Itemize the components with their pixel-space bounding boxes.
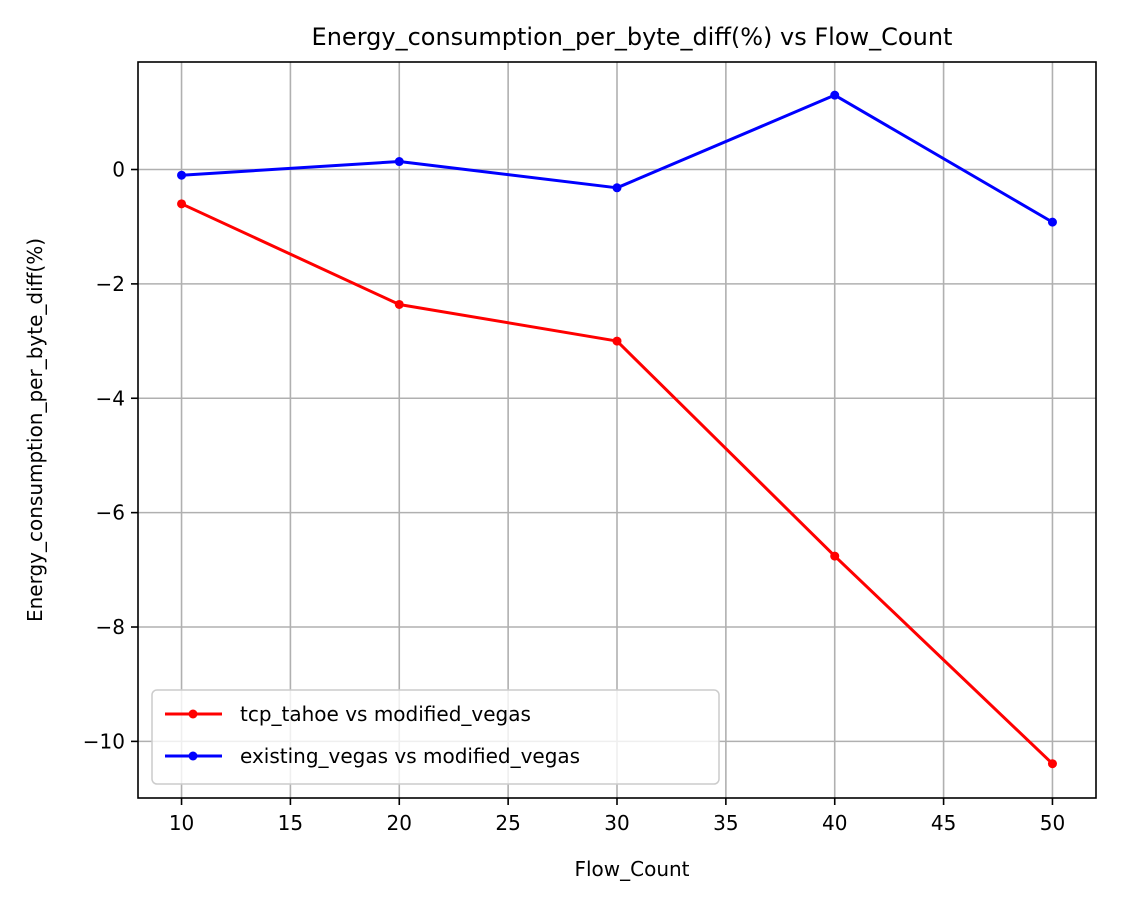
y-tick-label: 0: [112, 158, 125, 182]
y-tick-label: −4: [96, 386, 125, 410]
x-tick-label: 45: [931, 811, 956, 835]
x-tick-label: 30: [604, 811, 629, 835]
y-tick-label: −8: [96, 615, 125, 639]
data-point-0-2: [612, 336, 622, 346]
y-tick-label: −2: [96, 272, 125, 296]
legend: tcp_tahoe vs modified_vegas existing_veg…: [151, 689, 720, 785]
data-point-1-3: [830, 90, 840, 100]
x-tick-label: 40: [822, 811, 847, 835]
x-tick-label: 15: [278, 811, 303, 835]
x-tick-label: 35: [713, 811, 738, 835]
legend-label-tcp-tahoe: tcp_tahoe vs modified_vegas: [240, 702, 531, 726]
data-point-1-2: [612, 183, 622, 193]
axis-ticks: 10 15 20 25 30 35 40 45 50 0 −2 −4 −6 −8 −10: [83, 158, 1065, 835]
data-point-0-3: [830, 551, 840, 561]
x-tick-label: 10: [169, 811, 194, 835]
data-point-0-4: [1047, 759, 1057, 769]
x-tick-label: 20: [387, 811, 412, 835]
data-point-1-4: [1047, 217, 1057, 227]
legend-marker-existing-vegas: [188, 751, 198, 761]
data-point-1-1: [394, 157, 404, 167]
series-layer: [177, 90, 1057, 769]
chart-title: Energy_consumption_per_byte_diff(%) vs F…: [312, 23, 953, 51]
x-tick-label: 25: [495, 811, 520, 835]
legend-label-existing-vegas: existing_vegas vs modified_vegas: [240, 744, 580, 768]
y-axis-label: Energy_consumption_per_byte_diff(%): [23, 238, 47, 622]
data-point-0-1: [394, 299, 404, 309]
y-tick-label: −6: [96, 501, 125, 525]
legend-marker-tcp-tahoe: [188, 709, 198, 719]
legend-frame: [151, 689, 720, 785]
x-axis-label: Flow_Count: [574, 857, 689, 881]
y-tick-label: −10: [83, 729, 125, 753]
x-tick-label: 50: [1040, 811, 1065, 835]
data-point-1-0: [177, 170, 187, 180]
data-point-0-0: [177, 199, 187, 209]
